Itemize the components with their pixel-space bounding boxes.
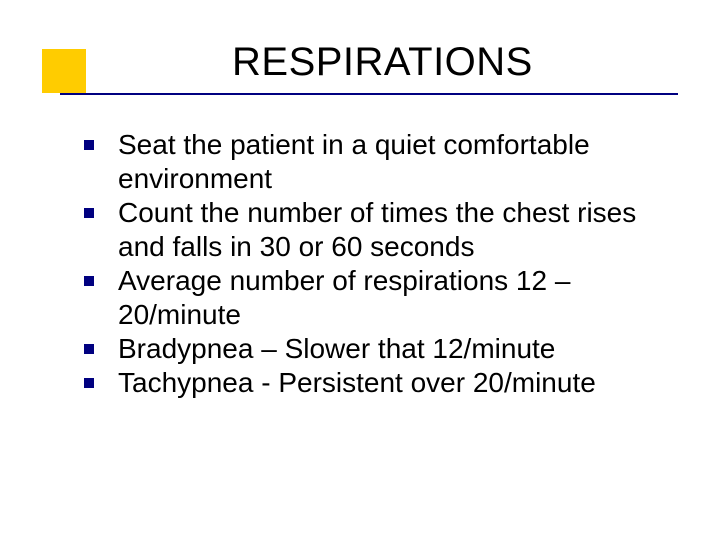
list-item: Average number of respirations 12 – 20/m… xyxy=(84,264,690,332)
list-item-text: Average number of respirations 12 – 20/m… xyxy=(118,264,690,332)
list-item-text: Bradypnea – Slower that 12/minute xyxy=(118,332,690,366)
square-bullet-icon xyxy=(84,378,94,388)
list-item: Bradypnea – Slower that 12/minute xyxy=(84,332,690,366)
list-item-text: Seat the patient in a quiet comfortable … xyxy=(118,128,690,196)
list-item: Count the number of times the chest rise… xyxy=(84,196,690,264)
square-bullet-icon xyxy=(84,140,94,150)
square-bullet-icon xyxy=(84,208,94,218)
title-underline xyxy=(60,93,678,95)
square-bullet-icon xyxy=(84,344,94,354)
slide: RESPIRATIONS Seat the patient in a quiet… xyxy=(0,0,720,540)
list-item-text: Tachypnea - Persistent over 20/minute xyxy=(118,366,690,400)
body-area: Seat the patient in a quiet comfortable … xyxy=(84,128,690,400)
slide-title: RESPIRATIONS xyxy=(232,40,533,85)
list-item-text: Count the number of times the chest rise… xyxy=(118,196,690,264)
square-bullet-icon xyxy=(84,276,94,286)
accent-square xyxy=(42,49,86,93)
list-item: Tachypnea - Persistent over 20/minute xyxy=(84,366,690,400)
list-item: Seat the patient in a quiet comfortable … xyxy=(84,128,690,196)
